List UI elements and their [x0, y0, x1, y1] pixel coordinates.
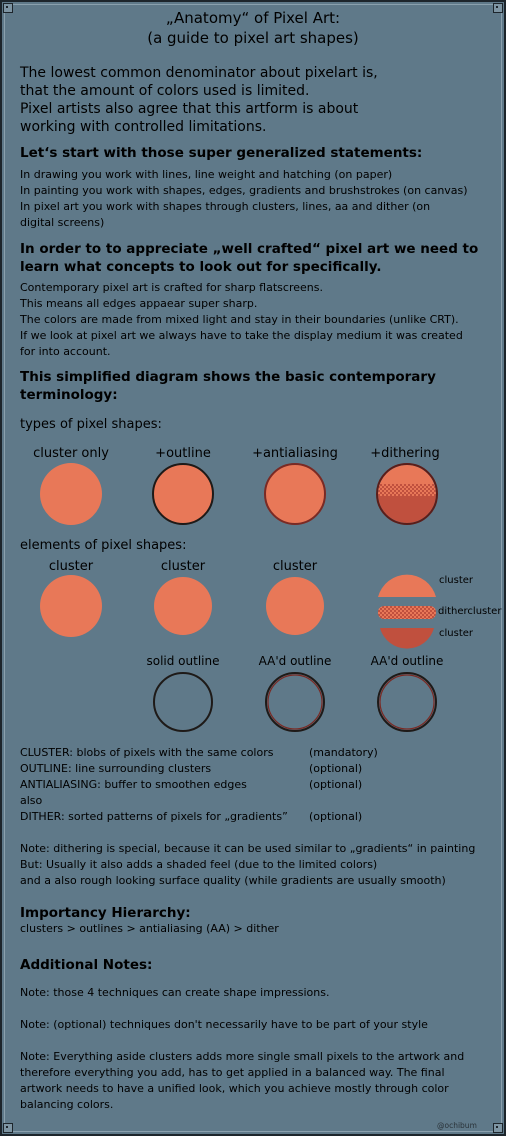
elements-label: elements of pixel shapes:: [20, 538, 187, 553]
corner-ornament: [3, 3, 13, 13]
section1-line: In drawing you work with lines, line wei…: [20, 168, 393, 181]
corner-ornament: [3, 1123, 13, 1133]
element-label-cluster: cluster: [272, 559, 318, 574]
outline-aa: [265, 672, 325, 732]
section2-line: If we look at pixel art we always have t…: [20, 329, 463, 342]
additional-note: Note: (optional) techniques don't necess…: [20, 1018, 428, 1031]
credit-signature: @ochibum: [437, 1121, 477, 1130]
element-label-cluster: cluster: [48, 559, 94, 574]
page-title: „Anatomy“ of Pixel Art:: [165, 9, 341, 27]
section2-line: Contemporary pixel art is crafted for sh…: [20, 281, 323, 294]
section2-line: for into account.: [20, 345, 111, 358]
side-label-dithercluster: dithercluster: [438, 606, 502, 617]
outline-label-aa: AA'd outline: [258, 654, 332, 668]
side-label-cluster: cluster: [439, 628, 474, 639]
type-label-dithering: +dithering: [370, 446, 440, 461]
section1-line: In pixel art you work with shapes throug…: [20, 200, 431, 213]
additional-heading: Additional Notes:: [20, 957, 153, 973]
definition-term: ANTIALIASING: buffer to smoothen edges: [20, 778, 247, 791]
intro-line: Pixel artists also agree that this artfo…: [20, 101, 359, 117]
outline-solid: [153, 672, 213, 732]
outline-aa: [377, 672, 437, 732]
element-bottom-cluster: [380, 628, 434, 649]
type-label-outline: +outline: [155, 446, 211, 461]
intro-line: working with controlled limitations.: [20, 119, 267, 135]
element-cluster: [154, 577, 212, 635]
definition-status: (optional): [309, 762, 363, 775]
type-label-antialiasing: +antialiasing: [252, 446, 338, 461]
shape-cluster-only: [40, 463, 102, 525]
section1-line: In painting you work with shapes, edges,…: [20, 184, 468, 197]
section2-line: This means all edges appaear super sharp…: [20, 297, 258, 310]
additional-note: artwork needs to have a unified look, wh…: [20, 1082, 449, 1095]
section1-heading: Let‘s start with those super generalized…: [20, 145, 423, 161]
section2-line: The colors are made from mixed light and…: [20, 313, 459, 326]
corner-ornament: [493, 3, 503, 13]
section1-line: digital screens): [20, 216, 105, 229]
hierarchy-heading: Importancy Hierarchy:: [20, 905, 191, 921]
corner-ornament: [493, 1123, 503, 1133]
intro-line: that the amount of colors used is limite…: [20, 83, 310, 99]
definition-status: (optional): [309, 810, 363, 823]
intro-line: The lowest common denominator about pixe…: [20, 65, 378, 81]
element-cluster: [266, 577, 324, 635]
additional-note: Note: those 4 techniques can create shap…: [20, 986, 330, 999]
definition-status: (optional): [309, 778, 363, 791]
element-cluster: [40, 575, 102, 637]
additional-note: balancing colors.: [20, 1098, 114, 1111]
section3-heading: terminology:: [20, 387, 118, 403]
definition-term: DITHER: sorted patterns of pixels for „g…: [20, 810, 288, 823]
definition-term: CLUSTER: blobs of pixels with the same c…: [20, 746, 274, 759]
section2-heading: In order to to appreciate „well crafted“…: [20, 241, 479, 257]
definition-status: (mandatory): [309, 746, 378, 759]
shape-dithering: [376, 463, 438, 525]
additional-note: therefore everything you add, has to get…: [20, 1066, 445, 1079]
page-subtitle: (a guide to pixel art shapes): [147, 29, 359, 47]
hierarchy-text: clusters > outlines > antialiasing (AA) …: [20, 922, 279, 935]
dither-note-line: and a also rough looking surface quality…: [20, 874, 446, 887]
element-top-cluster: [378, 574, 436, 597]
section3-heading: This simplified diagram shows the basic …: [20, 369, 436, 385]
element-dither-band: [378, 606, 436, 619]
outline-label-aa: AA'd outline: [370, 654, 444, 668]
type-label-cluster-only: cluster only: [33, 446, 109, 461]
dither-note-line: But: Usually it also adds a shaded feel …: [20, 858, 378, 871]
outline-label-solid: solid outline: [146, 654, 220, 668]
definition-term: OUTLINE: line surrounding clusters: [20, 762, 212, 775]
types-label: types of pixel shapes:: [20, 417, 162, 432]
element-label-cluster: cluster: [160, 559, 206, 574]
shape-outline: [152, 463, 214, 525]
shape-antialiasing: [264, 463, 326, 525]
definition-term: also: [20, 794, 43, 807]
additional-note: Note: Everything aside clusters adds mor…: [20, 1050, 465, 1063]
dither-note-line: Note: dithering is special, because it c…: [20, 842, 476, 855]
section2-heading: learn what concepts to look out for spec…: [20, 259, 382, 275]
side-label-cluster: cluster: [439, 575, 474, 586]
